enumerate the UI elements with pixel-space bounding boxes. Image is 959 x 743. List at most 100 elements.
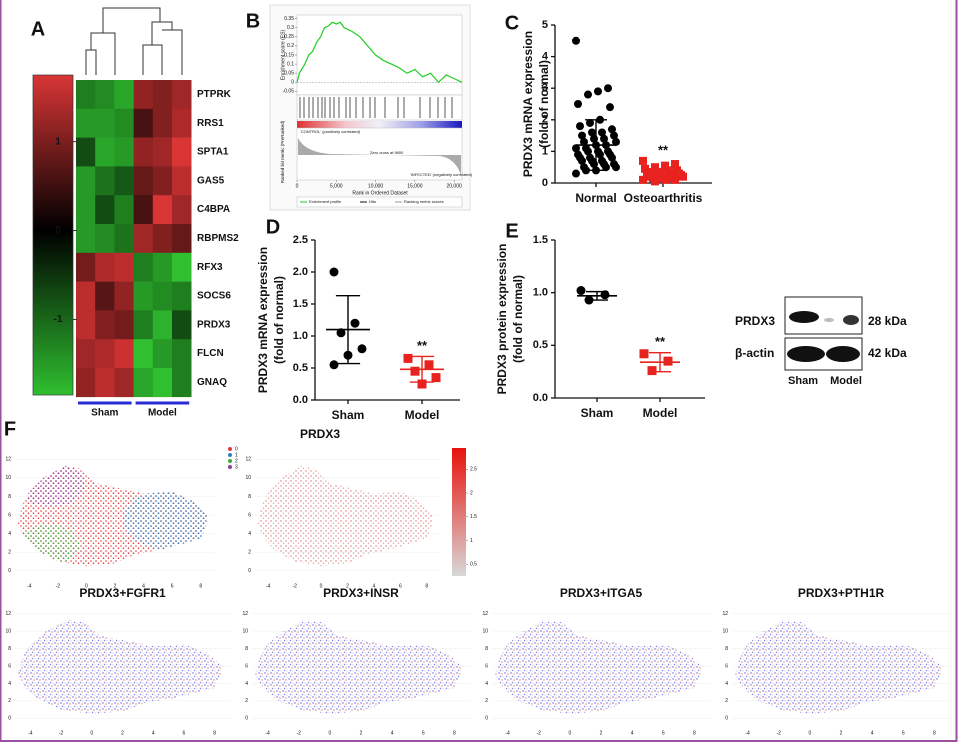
data-point xyxy=(661,175,669,184)
heatmap-cell xyxy=(114,368,134,398)
heatmap-cell xyxy=(133,108,154,138)
umap-x-tick-label: 6 xyxy=(171,583,174,589)
y-label: PRDX3 mRNA expression xyxy=(256,247,270,393)
umap-y-tick-label: 0 xyxy=(8,568,11,574)
y-tick-label: 0.0 xyxy=(533,392,548,404)
heatmap-cell xyxy=(76,195,96,225)
y-label: Enrichment score (ES) xyxy=(280,30,286,81)
x-tick-label: Sham xyxy=(332,408,365,422)
y-tick-label: 0 xyxy=(291,80,294,86)
umap-x-tick-label: 2 xyxy=(600,730,603,736)
umap-x-tick-label: 2 xyxy=(360,730,363,736)
row-label: RRS1 xyxy=(197,118,224,129)
data-point xyxy=(410,366,420,376)
heatmap-cell xyxy=(95,166,115,196)
umap-y-tick-label: 10 xyxy=(242,628,248,634)
umap-y-tick-label: 4 xyxy=(8,531,11,537)
umap-cloud xyxy=(257,465,434,567)
umap-x-tick-label: -2 xyxy=(776,730,781,736)
umap-x-tick-label: -4 xyxy=(745,730,750,736)
colorbar xyxy=(32,74,74,396)
row-label: FLCN xyxy=(197,348,224,359)
umap-y-tick-label: 2 xyxy=(485,698,488,704)
umap-y-tick-label: 12 xyxy=(242,611,248,617)
heatmap-cell xyxy=(76,339,96,369)
umap-cloud xyxy=(495,619,703,714)
row-label: GAS5 xyxy=(197,175,225,186)
x-tick-label: Model xyxy=(643,406,678,420)
umap-x-tick-label: 8 xyxy=(425,583,428,589)
heatmap-cell xyxy=(133,310,154,340)
umap-y-tick-label: 8 xyxy=(725,646,728,652)
y-tick-label: 0.2 xyxy=(287,43,294,49)
umap-y-tick-label: 10 xyxy=(482,628,488,634)
data-point xyxy=(586,118,594,127)
umap-x-tick-label: -4 xyxy=(27,583,32,589)
data-point xyxy=(329,360,339,370)
y-tick-label: 0.3 xyxy=(287,25,294,31)
y-tick-label: 2 xyxy=(542,114,548,126)
legend-swatch xyxy=(228,465,232,469)
row-label: PTPRK xyxy=(197,89,232,100)
y-tick-label: 0.0 xyxy=(293,394,308,406)
data-point xyxy=(639,156,647,165)
colorbar-tick-label: 1 xyxy=(470,538,473,544)
y-tick-label: 1 xyxy=(542,145,548,157)
umap-y-tick-label: 10 xyxy=(5,475,11,481)
umap-y-tick-label: 0 xyxy=(725,716,728,722)
umap-x-tick-label: 8 xyxy=(453,730,456,736)
heatmap-cell xyxy=(133,80,154,110)
data-point xyxy=(608,153,616,162)
data-point xyxy=(610,131,618,140)
data-point xyxy=(336,328,346,338)
heatmap-cell xyxy=(152,108,173,138)
umap-y-tick-label: 4 xyxy=(8,681,11,687)
colorbar-tick-label: 2.5 xyxy=(470,467,477,473)
dendrogram xyxy=(85,7,183,75)
data-point xyxy=(598,128,606,137)
umap-cloud xyxy=(735,619,943,714)
colorbar-tick-label: 0.5 xyxy=(470,561,477,567)
umap-x-tick-label: 4 xyxy=(373,583,376,589)
heatmap-cell xyxy=(76,281,96,311)
heatmap-cell xyxy=(133,137,154,167)
x-tick-label: 0 xyxy=(296,183,299,189)
x-tick-label: 15,000 xyxy=(407,183,423,189)
umap-x-tick-label: 8 xyxy=(213,730,216,736)
umap-y-tick-label: 2 xyxy=(245,698,248,704)
data-point xyxy=(574,100,582,108)
umap-y-tick-label: 12 xyxy=(5,611,11,617)
x-tick-label: 10,000 xyxy=(368,183,384,189)
heatmap-cell xyxy=(133,224,154,254)
umap-y-tick-label: 4 xyxy=(245,681,248,687)
heatmap-cell xyxy=(152,195,173,225)
umap-y-tick-label: 6 xyxy=(245,663,248,669)
panel-label: D xyxy=(266,216,280,238)
y-tick-label: 2.5 xyxy=(293,234,308,246)
umap-x-tick-label: -4 xyxy=(266,583,271,589)
umap-x-tick-label: 6 xyxy=(183,730,186,736)
umap-x-tick-label: 4 xyxy=(631,730,634,736)
umap-x-tick-label: 0 xyxy=(90,730,93,736)
zero-cross: Zero cross at 9600 xyxy=(370,150,404,155)
umap-x-tick-label: 2 xyxy=(114,583,117,589)
data-point xyxy=(576,286,586,296)
significance: ** xyxy=(417,338,428,353)
y-tick-label: 0.05 xyxy=(284,71,294,77)
data-point xyxy=(576,122,584,131)
heatmap-cell xyxy=(95,224,115,254)
umap-y-tick-label: 8 xyxy=(245,646,248,652)
y-tick-label: 1.0 xyxy=(293,330,308,342)
y-label: PRDX3 mRNA expression xyxy=(521,31,535,177)
row-label: PRDX3 xyxy=(197,319,231,330)
umap-x-tick-label: 6 xyxy=(662,730,665,736)
umap-x-tick-label: -4 xyxy=(505,730,510,736)
row-label: RBPMS2 xyxy=(197,233,239,244)
umap-y-tick-label: 12 xyxy=(722,611,728,617)
umap-x-tick-label: 4 xyxy=(142,583,145,589)
heatmap-cell xyxy=(95,108,115,138)
lane-label: Model xyxy=(830,375,862,387)
data-point xyxy=(431,373,441,383)
row-label: SOCS6 xyxy=(197,291,231,302)
blot-band xyxy=(826,346,860,362)
